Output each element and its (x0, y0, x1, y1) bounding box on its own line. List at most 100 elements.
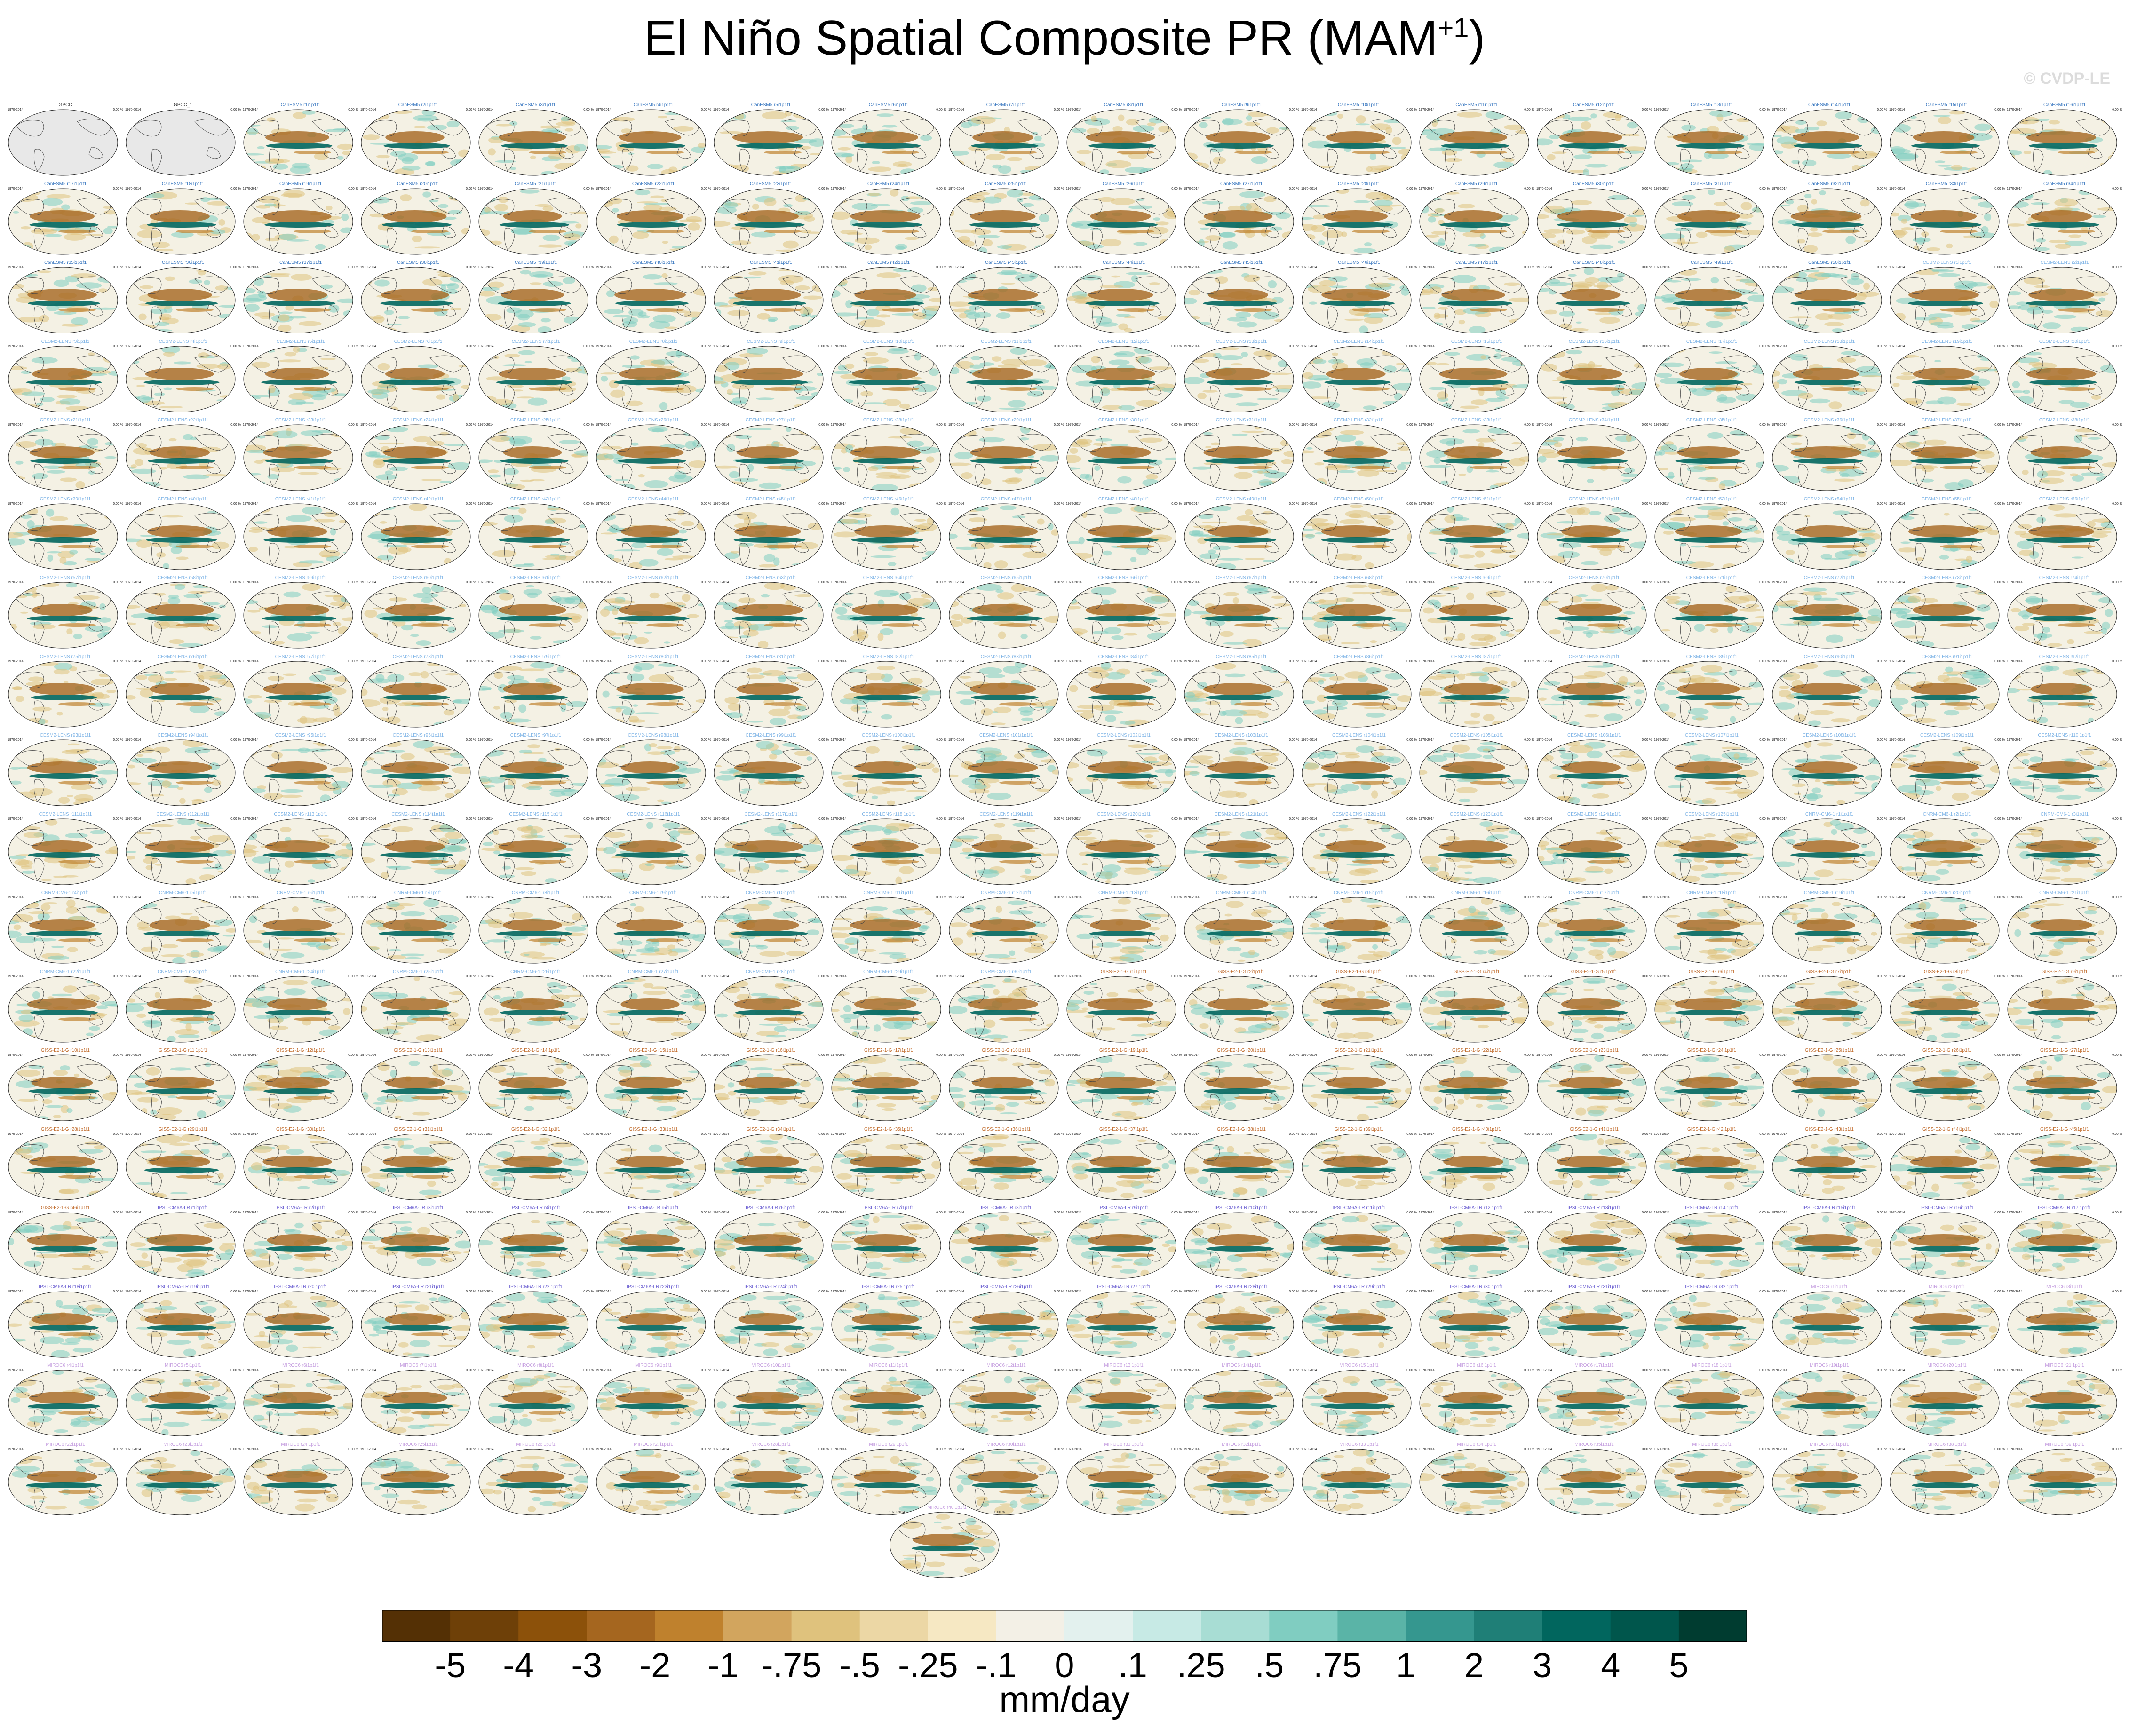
map-image (1066, 1449, 1176, 1515)
map-image (949, 818, 1059, 885)
map-panel: CanESM5 r4i1p1f1 1970-2014 0.00 % (595, 103, 712, 180)
map-image (1537, 503, 1647, 570)
panel-period: 1970-2014 (1772, 738, 1787, 742)
panel-period: 1970-2014 (8, 738, 24, 742)
panel-stat: 0.00 % (1289, 1132, 1299, 1136)
map-image (361, 1134, 471, 1200)
panel-stat: 0.00 % (583, 1211, 594, 1214)
panel-period: 1970-2014 (2007, 1211, 2023, 1214)
panel-period: 1970-2014 (948, 1447, 964, 1451)
map-image (596, 661, 706, 727)
panel-title: GISS-E2-1-G r2i1p1f1 (1218, 969, 1265, 975)
panel-period: 1970-2014 (1066, 738, 1082, 742)
panel-period: 1970-2014 (360, 108, 376, 111)
panel-title: IPSL-CM6A-LR r19i1p1f1 (156, 1284, 210, 1290)
panel-period: 1970-2014 (125, 187, 141, 190)
panel-stat: 0.00 % (1171, 1447, 1182, 1451)
panel-title: GISS-E2-1-G r14i1p1f1 (511, 1048, 560, 1053)
panel-period: 1970-2014 (478, 1132, 494, 1136)
map-panel: GISS-E2-1-G r42i1p1f1 1970-2014 0.00 % (1653, 1127, 1771, 1205)
colorbar-swatch (928, 1610, 997, 1642)
panel-title: CESM2-LENS r36i1p1f1 (1803, 418, 1855, 423)
panel-stat: 0.00 % (1524, 975, 1534, 978)
map-image (1066, 424, 1176, 491)
map-image (2007, 267, 2117, 333)
panel-period: 1970-2014 (831, 423, 847, 427)
panel-period: 1970-2014 (1889, 1290, 1905, 1293)
panel-title: CNRM-CM6-1 r3i1p1f1 (2040, 811, 2089, 817)
panel-period: 1970-2014 (8, 423, 24, 427)
panel-period: 1970-2014 (1184, 423, 1200, 427)
panel-title: IPSL-CM6A-LR r24i1p1f1 (744, 1284, 798, 1290)
panel-title: CESM2-LENS r112i1p1f1 (156, 811, 210, 817)
map-image (2007, 1449, 2117, 1515)
map-panel: CanESM5 r30i1p1f1 1970-2014 0.00 % (1535, 182, 1653, 259)
panel-period: 1970-2014 (360, 817, 376, 821)
panel-stat: 0.00 % (818, 975, 829, 978)
map-image (1419, 1054, 1529, 1121)
map-panel: CESM2-LENS r12i1p1f1 1970-2014 0.00 % (1065, 339, 1183, 417)
panel-period: 1970-2014 (1772, 1290, 1787, 1293)
map-image (831, 976, 941, 1042)
panel-title: GPCC (58, 103, 72, 108)
panel-stat: 0.00 % (1054, 502, 1064, 506)
map-image (831, 267, 941, 333)
panel-stat: 0.00 % (466, 1132, 476, 1136)
map-image (361, 109, 471, 176)
panel-title: GISS-E2-1-G r9i1p1f1 (2041, 969, 2088, 975)
panel-period: 1970-2014 (831, 1211, 847, 1214)
panel-title: GISS-E2-1-G r28i1p1f1 (41, 1126, 90, 1132)
panel-title: GISS-E2-1-G r8i1p1f1 (1923, 969, 1970, 975)
panel-title: CESM2-LENS r105i1p1f1 (1450, 733, 1503, 738)
panel-stat: 0.00 % (113, 1132, 123, 1136)
map-image (1537, 897, 1647, 964)
map-image (1066, 188, 1176, 254)
panel-stat: 0.00 % (1054, 1132, 1064, 1136)
panel-stat: 0.00 % (1877, 423, 1887, 427)
map-image (949, 739, 1059, 806)
map-image (1772, 818, 1882, 885)
map-image (8, 818, 118, 885)
panel-title: CanESM5 r24i1p1f1 (867, 181, 910, 187)
panel-title: MIROC6 r34i1p1f1 (1457, 1442, 1496, 1447)
panel-title: CESM2-LENS r66i1p1f1 (1098, 575, 1150, 580)
panel-stat: 0.00 % (1524, 266, 1534, 269)
panel-stat: 0.00 % (230, 1290, 241, 1293)
panel-period: 1970-2014 (1184, 108, 1200, 111)
panel-period: 1970-2014 (2007, 659, 2023, 663)
map-panel: MIROC6 r31i1p1f1 1970-2014 0.00 % (1065, 1442, 1183, 1520)
map-panel: CESM2-LENS r58i1p1f1 1970-2014 0.00 % (124, 575, 242, 653)
panel-title: CESM2-LENS r119i1p1f1 (979, 811, 1033, 817)
panel-title: GISS-E2-1-G r27i1p1f1 (2040, 1048, 2089, 1053)
panel-title: CNRM-CM6-1 r11i1p1f1 (863, 890, 914, 896)
panel-period: 1970-2014 (1066, 817, 1082, 821)
panel-stat: 0.00 % (1406, 817, 1417, 821)
panel-title: CNRM-CM6-1 r9i1p1f1 (629, 890, 678, 896)
map-panel: CanESM5 r36i1p1f1 1970-2014 0.00 % (124, 260, 242, 338)
panel-stat: 0.00 % (348, 817, 358, 821)
map-image (831, 424, 941, 491)
map-panel: IPSL-CM6A-LR r25i1p1f1 1970-2014 0.00 % (830, 1284, 947, 1362)
map-panel: MIROC6 r2i1p1f1 1970-2014 0.00 % (1888, 1284, 2006, 1362)
map-panel: CESM2-LENS r45i1p1f1 1970-2014 0.00 % (712, 497, 830, 574)
panel-period: 1970-2014 (713, 502, 729, 506)
map-image (126, 1370, 236, 1436)
panel-period: 1970-2014 (1301, 1211, 1317, 1214)
map-image (1772, 1291, 1882, 1357)
panel-title: CESM2-LENS r45i1p1f1 (745, 496, 797, 502)
colorbar-tick-label: -1 (707, 1646, 739, 1685)
panel-stat: 0.00 % (1877, 1369, 1887, 1372)
panel-period: 1970-2014 (1536, 423, 1552, 427)
map-panel: CESM2-LENS r70i1p1f1 1970-2014 0.00 % (1535, 575, 1653, 653)
panel-title: CNRM-CM6-1 r1i1p1f1 (1805, 811, 1854, 817)
panel-title: CanESM5 r35i1p1f1 (44, 260, 87, 265)
panel-stat: 0.00 % (1524, 344, 1534, 348)
panel-period: 1970-2014 (1889, 581, 1905, 584)
panel-stat: 0.00 % (936, 817, 946, 821)
map-panel: CESM2-LENS r109i1p1f1 1970-2014 0.00 % (1888, 733, 2006, 810)
panel-stat: 0.00 % (1289, 423, 1299, 427)
map-panel: MIROC6 r28i1p1f1 1970-2014 0.00 % (712, 1442, 830, 1520)
map-image (1066, 1291, 1176, 1357)
panel-stat: 0.00 % (1171, 817, 1182, 821)
panel-period: 1970-2014 (1654, 738, 1670, 742)
